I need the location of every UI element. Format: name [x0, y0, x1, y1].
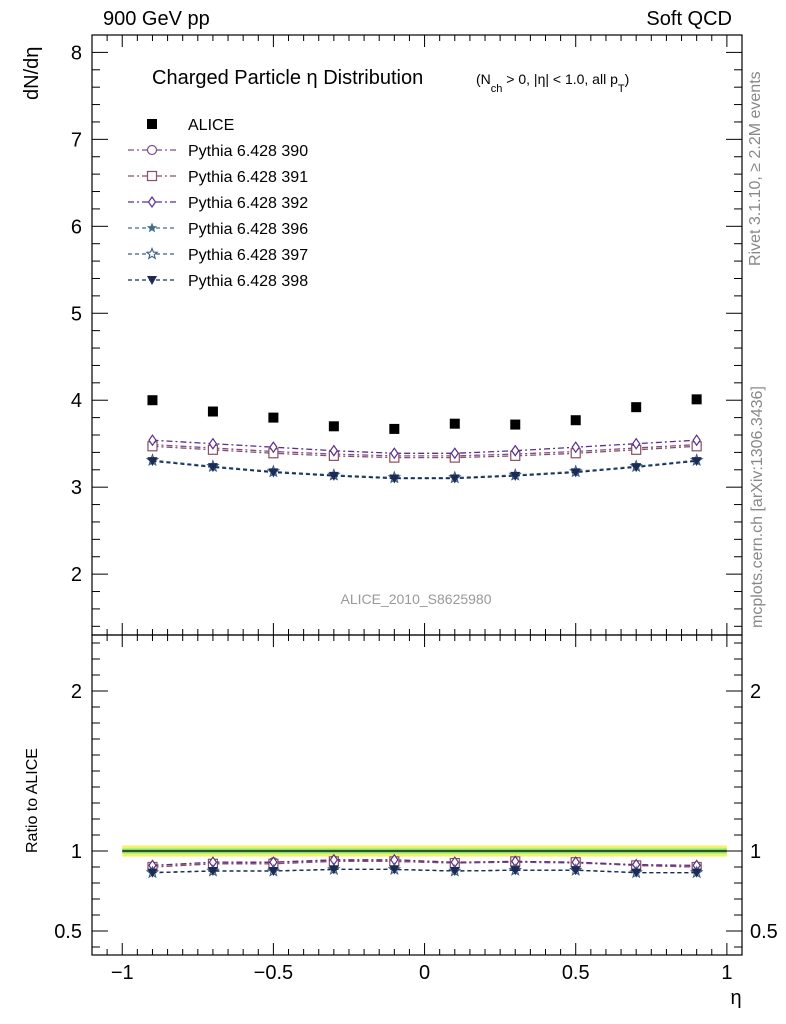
ratio-plot-frame — [91, 634, 743, 956]
series-point — [208, 437, 218, 450]
series-point — [631, 437, 641, 450]
y-tick-label-main: 7 — [71, 129, 82, 151]
data-point — [691, 394, 702, 405]
legend-entry-label: Pythia 6.428 392 — [188, 195, 308, 212]
series-point — [570, 468, 581, 478]
legend-marker — [147, 276, 157, 285]
x-tick-label: 0 — [419, 962, 430, 984]
y-tick-label-main: 2 — [71, 564, 82, 586]
ratio-series-point — [147, 868, 158, 878]
chart-subtitle: (Nch > 0, |η| < 1.0, all pT) — [476, 71, 629, 95]
series-point — [148, 434, 157, 447]
series-point — [389, 474, 400, 484]
data-point — [631, 402, 642, 413]
y-tick-label-ratio-right: 2 — [750, 681, 761, 703]
subtitle-part-3: > 0, |η| < 1.0, all p — [502, 71, 618, 87]
legend-entry-label: Pythia 6.428 391 — [188, 169, 308, 186]
ratio-series-point — [268, 867, 279, 876]
data-point — [268, 412, 279, 423]
subtitle-part-1: (N — [476, 71, 491, 87]
series-line — [152, 460, 697, 480]
subtitle-part-5: ) — [625, 71, 630, 87]
y-tick-label-main: 3 — [71, 477, 82, 499]
series-point — [268, 468, 279, 478]
y-tick-label-ratio-right: 0.5 — [750, 921, 778, 943]
ratio-series-point — [691, 868, 702, 878]
legend-marker — [145, 246, 159, 260]
subtitle-part-2: ch — [491, 83, 503, 95]
series-point — [692, 434, 701, 447]
data-point — [389, 423, 400, 434]
series-line — [152, 445, 697, 459]
main-y-axis-label: dN/dη — [21, 47, 43, 100]
ratio-series-line — [152, 859, 697, 867]
x-axis-label: η — [730, 987, 741, 1009]
ratio-series-point — [449, 867, 460, 876]
data-point — [328, 421, 339, 432]
series-point — [450, 447, 460, 460]
series-line — [152, 460, 697, 480]
ratio-series-line — [152, 868, 697, 874]
y-tick-label-main: 6 — [71, 216, 82, 238]
ratio-series-point — [570, 866, 581, 876]
legend-entry-label: ALICE — [188, 117, 234, 134]
legend-marker — [146, 222, 158, 233]
y-tick-label-ratio: 1 — [71, 841, 82, 863]
legend-marker — [146, 144, 158, 156]
legend-entry-label: Pythia 6.428 397 — [188, 247, 308, 264]
data-point — [147, 395, 158, 406]
y-tick-label-ratio: 0.5 — [54, 921, 82, 943]
series-line — [152, 459, 697, 479]
y-tick-label-ratio: 2 — [71, 681, 82, 703]
ratio-y-axis-label: Ratio to ALICE — [24, 748, 41, 853]
legend-entry-label: Pythia 6.428 398 — [188, 273, 308, 290]
header-left-label: 900 GeV pp — [103, 8, 210, 30]
x-tick-label: −1 — [111, 962, 134, 984]
series-point — [631, 463, 642, 473]
series-point — [269, 441, 278, 454]
ratio-series-point — [510, 866, 521, 876]
series-point — [511, 444, 520, 457]
legend-entry-label: Pythia 6.428 396 — [188, 221, 308, 238]
series-point — [328, 471, 339, 481]
x-tick-label: −0.5 — [254, 962, 293, 984]
data-point — [570, 415, 581, 426]
y-tick-label-main: 8 — [71, 42, 82, 64]
data-point — [207, 406, 218, 417]
series-point — [329, 444, 339, 457]
y-tick-label-ratio-right: 1 — [750, 841, 761, 863]
y-tick-label-main: 5 — [71, 303, 82, 325]
legend-entry-label: Pythia 6.428 390 — [188, 143, 308, 160]
ratio-series-point — [207, 867, 218, 876]
legend-marker — [146, 170, 158, 182]
series-line — [152, 443, 697, 457]
series-point — [207, 463, 218, 473]
chart-title: Charged Particle η Distribution — [152, 67, 423, 89]
data-point — [449, 418, 460, 429]
x-tick-label: 1 — [721, 962, 732, 984]
ratio-series-point — [389, 865, 400, 875]
series-point — [390, 447, 399, 460]
y-tick-label-main: 4 — [71, 390, 82, 412]
series-point — [449, 474, 460, 484]
series-point — [571, 441, 580, 454]
data-point — [510, 419, 521, 430]
ratio-series-point — [328, 865, 339, 875]
header-right-label: Soft QCD — [646, 8, 732, 30]
legend-marker — [147, 119, 157, 129]
ratio-series-point — [631, 868, 642, 878]
series-point — [510, 471, 521, 481]
series-point — [147, 457, 158, 467]
series-point — [691, 457, 702, 467]
analysis-watermark: ALICE_2010_S8625980 — [340, 591, 491, 607]
legend-marker — [147, 195, 157, 209]
x-tick-label: 0.5 — [562, 962, 590, 984]
subtitle-part-4: T — [618, 83, 625, 95]
